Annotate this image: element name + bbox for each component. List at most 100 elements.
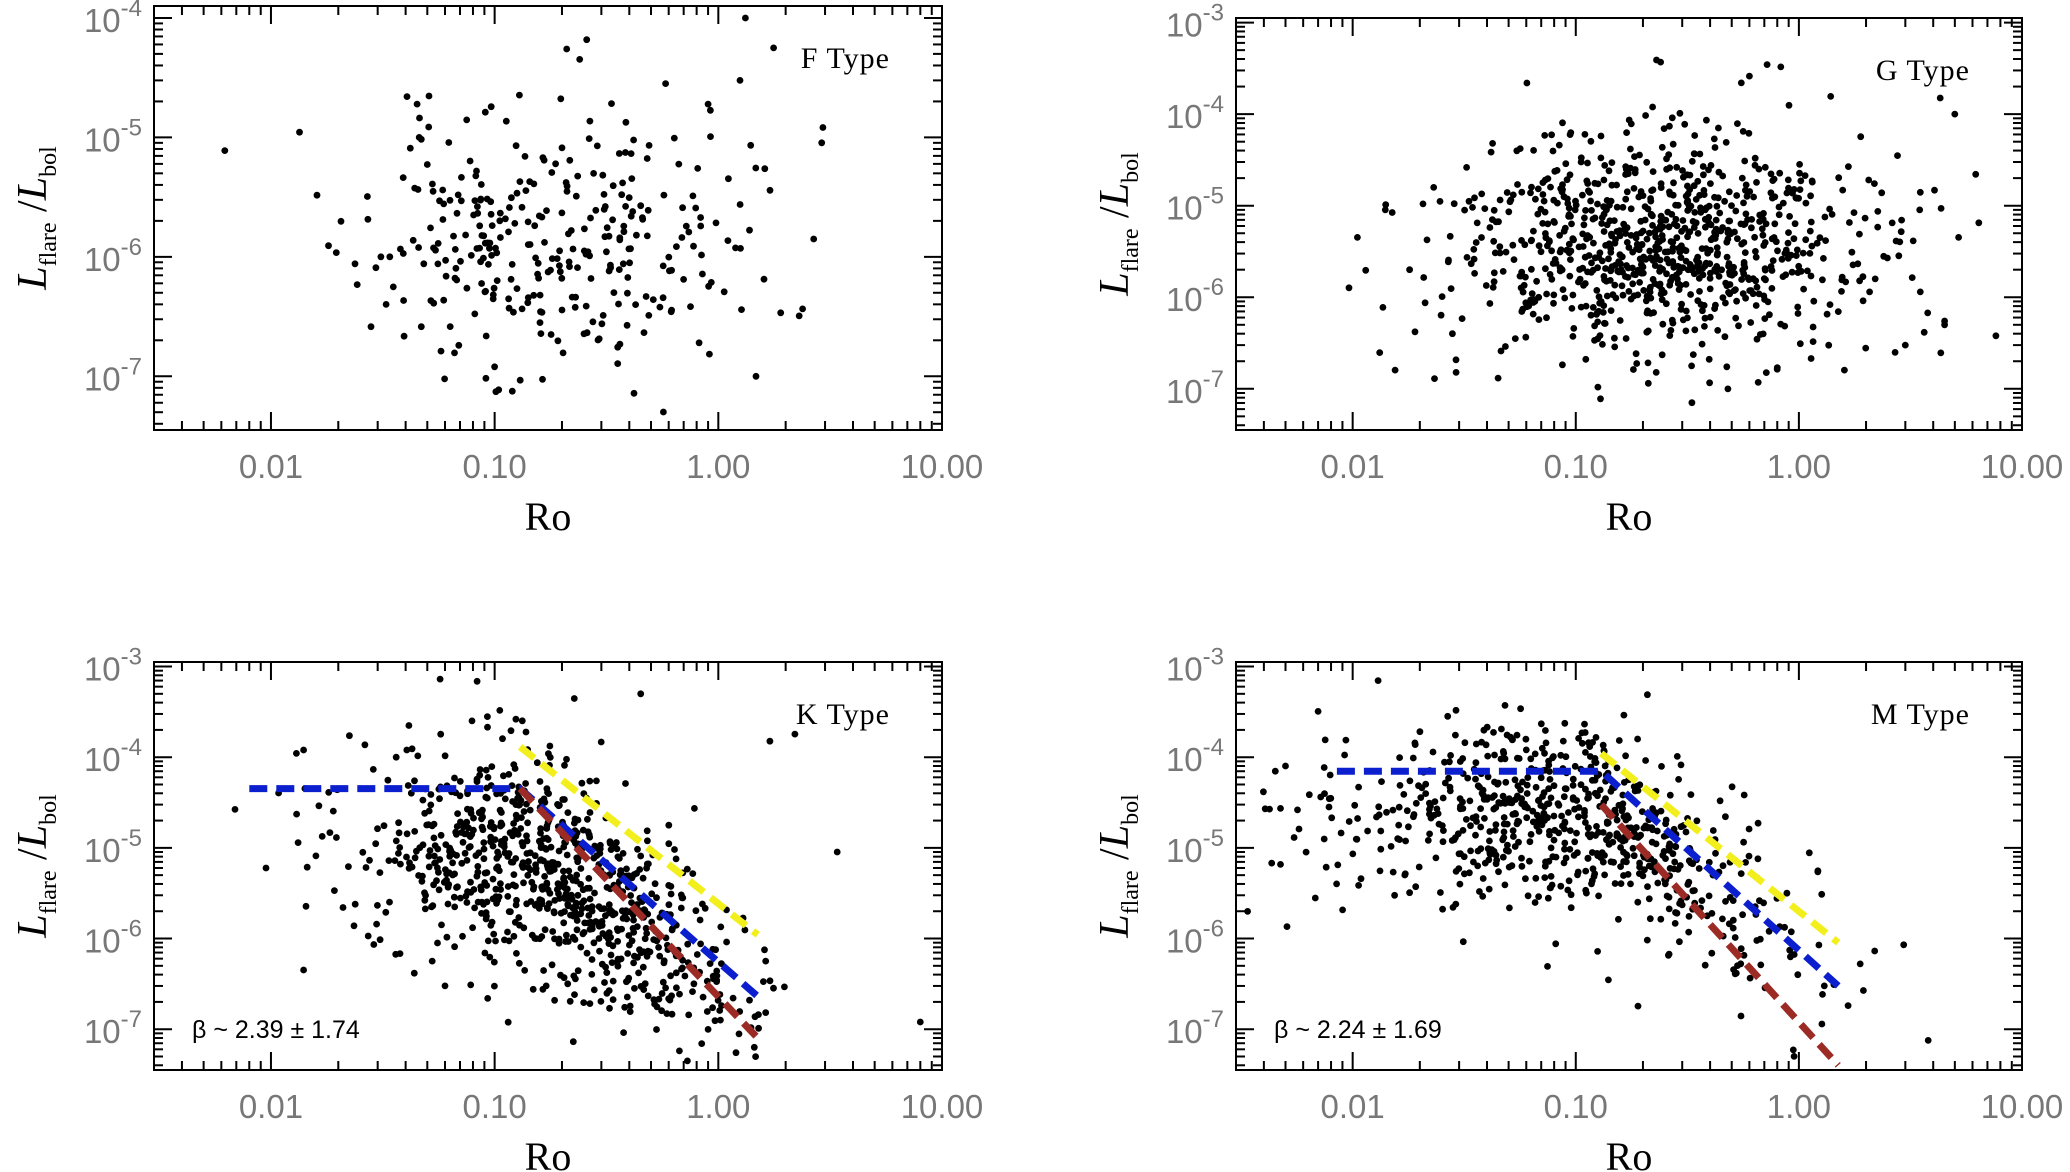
scatter-point bbox=[1641, 203, 1649, 211]
y-axis-label: Lflare /Lbol bbox=[10, 146, 62, 291]
scatter-point bbox=[589, 318, 597, 326]
scatter-point bbox=[558, 144, 566, 152]
scatter-point bbox=[678, 234, 686, 241]
scatter-point bbox=[1582, 355, 1590, 363]
scatter-point bbox=[1561, 224, 1569, 232]
scatter-point bbox=[481, 108, 489, 116]
scatter-point bbox=[451, 774, 458, 782]
scatter-point bbox=[735, 1030, 743, 1038]
scatter-point bbox=[603, 989, 611, 997]
scatter-point bbox=[493, 790, 500, 798]
scatter-point bbox=[1725, 188, 1733, 196]
scatter-point bbox=[760, 275, 768, 283]
scatter-point bbox=[451, 349, 458, 357]
scatter-point bbox=[1763, 61, 1771, 68]
scatter-point bbox=[1992, 332, 2000, 340]
scatter-point bbox=[531, 222, 539, 230]
scatter-point bbox=[481, 949, 489, 957]
scatter-point bbox=[1462, 816, 1470, 823]
scatter-point bbox=[723, 938, 730, 946]
scatter-point bbox=[478, 809, 485, 817]
scatter-point bbox=[569, 245, 577, 253]
scatter-point bbox=[662, 984, 669, 992]
scatter-point bbox=[537, 844, 545, 851]
scatter-point bbox=[1535, 316, 1543, 323]
scatter-point bbox=[596, 947, 603, 955]
scatter-point bbox=[397, 860, 404, 868]
scatter-point bbox=[1699, 163, 1707, 170]
scatter-point bbox=[716, 1007, 724, 1014]
scatter-point bbox=[1707, 180, 1714, 188]
scatter-point bbox=[1632, 350, 1640, 358]
scatter-point bbox=[607, 951, 615, 959]
scatter-point bbox=[658, 1007, 665, 1015]
scatter-point bbox=[1490, 729, 1497, 736]
scatter-point bbox=[627, 892, 634, 899]
scatter-point bbox=[561, 761, 568, 769]
scatter-point bbox=[1523, 814, 1531, 822]
scatter-point bbox=[1711, 305, 1718, 312]
scatter-point bbox=[1662, 820, 1669, 828]
scatter-point bbox=[1653, 56, 1660, 64]
scatter-point bbox=[1841, 366, 1848, 374]
scatter-point bbox=[615, 300, 622, 308]
scatter-point bbox=[1463, 254, 1471, 261]
scatter-point bbox=[545, 900, 553, 907]
scatter-point bbox=[392, 753, 400, 761]
scatter-point bbox=[586, 117, 594, 125]
scatter-point bbox=[770, 44, 777, 52]
scatter-point bbox=[539, 985, 547, 993]
scatter-point bbox=[1766, 311, 1773, 319]
scatter-point bbox=[614, 962, 622, 970]
scatter-point bbox=[480, 232, 488, 240]
scatter-point bbox=[491, 982, 498, 990]
scatter-point bbox=[1746, 188, 1754, 195]
scatter-point bbox=[640, 986, 648, 993]
scatter-point bbox=[441, 982, 449, 990]
scatter-point bbox=[1603, 221, 1611, 229]
scatter-point bbox=[1440, 827, 1447, 834]
scatter-point bbox=[442, 841, 450, 848]
scatter-point bbox=[1527, 755, 1535, 763]
scatter-point bbox=[1472, 775, 1479, 783]
scatter-point bbox=[693, 951, 701, 958]
scatter-point bbox=[434, 240, 442, 247]
scatter-point bbox=[656, 952, 664, 960]
scatter-point bbox=[569, 1038, 577, 1046]
scatter-point bbox=[684, 940, 692, 948]
scatter-point bbox=[1556, 232, 1563, 239]
scatter-point bbox=[1752, 277, 1760, 285]
scatter-point bbox=[1751, 154, 1759, 162]
scatter-point bbox=[1658, 351, 1666, 359]
scatter-point bbox=[1733, 192, 1741, 199]
scatter-point bbox=[1790, 235, 1798, 243]
scatter-point bbox=[600, 905, 608, 912]
scatter-point bbox=[1503, 189, 1511, 196]
scatter-point bbox=[707, 279, 715, 286]
scatter-point bbox=[1582, 867, 1590, 875]
scatter-point bbox=[505, 908, 513, 915]
scatter-point bbox=[1325, 803, 1333, 811]
scatter-point bbox=[1705, 892, 1713, 900]
scatter-point bbox=[720, 288, 728, 296]
scatter-point bbox=[505, 295, 512, 303]
scatter-point bbox=[1689, 351, 1697, 358]
scatter-point bbox=[1510, 833, 1517, 840]
scatter-point bbox=[1577, 781, 1585, 789]
scatter-point bbox=[561, 908, 568, 915]
scatter-point bbox=[505, 850, 513, 857]
scatter-point bbox=[685, 228, 693, 236]
scatter-point bbox=[1591, 870, 1599, 878]
scatter-point bbox=[1745, 129, 1753, 137]
scatter-point bbox=[1784, 254, 1792, 262]
scatter-point bbox=[639, 214, 646, 222]
scatter-point bbox=[1503, 731, 1511, 739]
scatter-point bbox=[474, 898, 482, 906]
scatter-point bbox=[300, 966, 307, 974]
scatter-point bbox=[513, 828, 520, 836]
scatter-point bbox=[1382, 201, 1390, 209]
scatter-point bbox=[1826, 301, 1834, 308]
scatter-point bbox=[1514, 754, 1521, 762]
scatter-point bbox=[505, 304, 513, 312]
scatter-point bbox=[1607, 307, 1615, 314]
